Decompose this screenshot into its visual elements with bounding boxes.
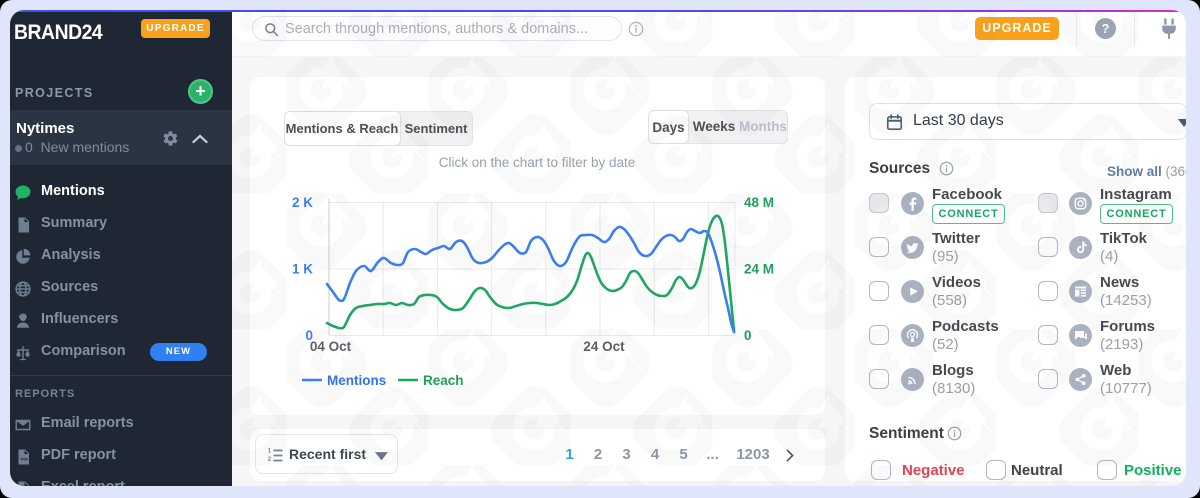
svg-text:48 M: 48 M: [744, 195, 774, 210]
svg-text:04 Oct: 04 Oct: [310, 339, 352, 354]
svg-text:Reach: Reach: [423, 373, 464, 388]
svg-text:1 K: 1 K: [292, 262, 313, 277]
svg-text:0: 0: [744, 328, 752, 343]
svg-text:24 Oct: 24 Oct: [583, 339, 625, 354]
svg-text:2: 2: [268, 457, 272, 463]
svg-text:PDF: PDF: [21, 456, 29, 461]
svg-text:24 M: 24 M: [744, 262, 774, 277]
svg-text:1: 1: [268, 448, 272, 454]
svg-text:2 K: 2 K: [292, 195, 313, 210]
svg-text:Mentions: Mentions: [327, 373, 386, 388]
